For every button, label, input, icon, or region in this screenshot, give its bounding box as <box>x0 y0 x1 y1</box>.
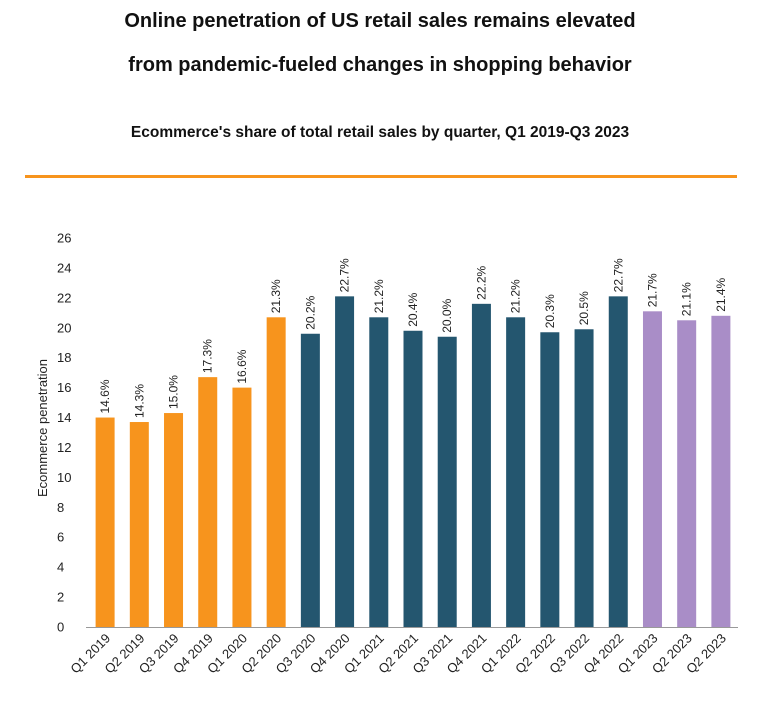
y-tick-label: 16 <box>57 380 71 395</box>
bar <box>403 330 423 627</box>
bar <box>506 317 526 627</box>
bar <box>540 332 560 627</box>
bar <box>608 296 628 627</box>
bar <box>642 311 662 627</box>
bar <box>129 422 149 627</box>
y-tick-label: 4 <box>57 560 64 575</box>
data-label: 14.6% <box>98 379 112 413</box>
data-label: 20.2% <box>303 295 317 329</box>
data-label: 22.2% <box>474 265 488 299</box>
data-label: 21.2% <box>509 279 523 313</box>
y-tick-label: 8 <box>57 500 64 515</box>
data-label: 20.3% <box>543 294 557 328</box>
data-label: 22.7% <box>338 258 352 292</box>
data-label: 20.0% <box>440 298 454 332</box>
data-label: 17.3% <box>201 339 215 373</box>
bars <box>95 296 731 627</box>
bar <box>232 387 252 627</box>
bar <box>335 296 355 627</box>
y-tick-label: 0 <box>57 620 64 635</box>
bar <box>198 377 218 627</box>
bar <box>677 320 697 627</box>
chart-title-line-2: from pandemic-fueled changes in shopping… <box>128 54 632 76</box>
y-tick-label: 22 <box>57 290 71 305</box>
bar <box>574 329 594 627</box>
data-label: 21.2% <box>372 279 386 313</box>
data-label: 21.3% <box>269 279 283 313</box>
chart-title-line-1: Online penetration of US retail sales re… <box>124 10 636 32</box>
data-label: 20.4% <box>406 292 420 326</box>
bar <box>437 336 457 627</box>
data-label: 21.7% <box>645 273 659 307</box>
data-label: 21.4% <box>714 277 728 311</box>
data-label: 21.1% <box>680 282 694 316</box>
y-tick-label: 14 <box>57 410 71 425</box>
data-label: 16.6% <box>235 349 249 383</box>
y-tick-label: 20 <box>57 320 71 335</box>
y-tick-label: 12 <box>57 440 71 455</box>
y-tick-label: 24 <box>57 260 71 275</box>
bar <box>266 317 286 627</box>
y-tick-label: 10 <box>57 470 71 485</box>
y-tick-label: 6 <box>57 530 64 545</box>
bar <box>471 303 491 627</box>
y-axis-label: Ecommerce penetration <box>35 359 50 497</box>
data-label: 14.3% <box>132 384 146 418</box>
data-label: 22.7% <box>611 258 625 292</box>
bar <box>711 315 731 627</box>
y-tick-label: 2 <box>57 590 64 605</box>
data-labels: 14.6% 14.3% 15.0% 17.3% 16.6% 21.3% 20.2% 22.7%… <box>98 258 728 418</box>
bar <box>95 417 115 627</box>
y-tick-label: 18 <box>57 350 71 365</box>
y-tick-label: 26 <box>57 231 71 246</box>
data-label: 20.5% <box>577 291 591 325</box>
bar <box>369 317 389 627</box>
chart-subtitle: Ecommerce's share of total retail sales … <box>130 124 630 141</box>
data-label: 15.0% <box>167 375 181 409</box>
bar <box>164 413 184 627</box>
bar <box>300 333 320 627</box>
accent-divider <box>25 175 737 178</box>
